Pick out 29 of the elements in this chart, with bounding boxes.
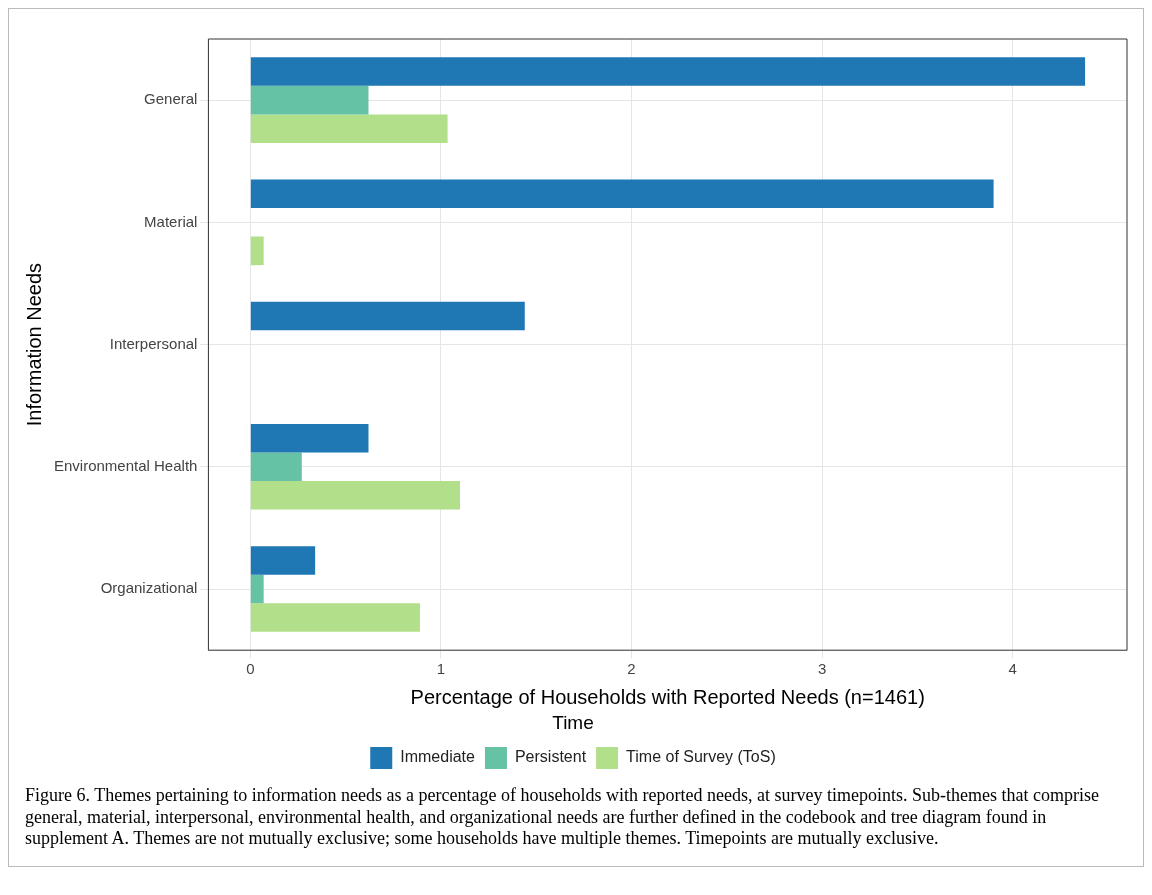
bar (250, 179, 994, 209)
bar (250, 603, 420, 632)
bar (250, 57, 1086, 86)
legend-label: Time of Survey (ToS) (626, 748, 776, 766)
bar (250, 85, 369, 115)
bar (250, 424, 369, 453)
bar (250, 236, 264, 266)
x-tick-label: 0 (246, 660, 255, 678)
bar (250, 574, 264, 604)
x-tick-label: 3 (817, 660, 827, 678)
legend-title: Time (552, 711, 594, 733)
bar (250, 301, 525, 331)
y-tick-label: Environmental Health (53, 456, 198, 474)
x-tick-label: 4 (1008, 660, 1017, 678)
y-tick-label: Organizational (100, 579, 198, 597)
bar (250, 481, 460, 510)
bar (250, 546, 316, 575)
legend-label: Immediate (400, 748, 476, 766)
x-tick-label: 2 (627, 660, 636, 678)
bar (250, 452, 302, 482)
x-tick-label: 1 (436, 660, 446, 678)
y-tick-label: Material (144, 212, 198, 230)
legend-label: Persistent (514, 748, 587, 766)
y-tick-label: Interpersonal (109, 334, 198, 352)
y-tick-label: General (144, 90, 198, 108)
caption: Figure 6. Themes pertaining to information needs as a percentage of households with reported needs, at survey timepoints. Sub-themes that comprise general, material, interpersonal, environmental health, and organizational needs are further defined in the codebook and tree diagram found in supplement A. Themes are not mutually exclusive; some households have multiple themes. Timepoints are mutually exclusive. (25, 785, 1100, 850)
y-axis-title: Information Needs (22, 262, 45, 427)
x-axis-title: Percentage of Households with Reported Needs (n=1461) (410, 685, 925, 708)
bar (250, 114, 448, 143)
